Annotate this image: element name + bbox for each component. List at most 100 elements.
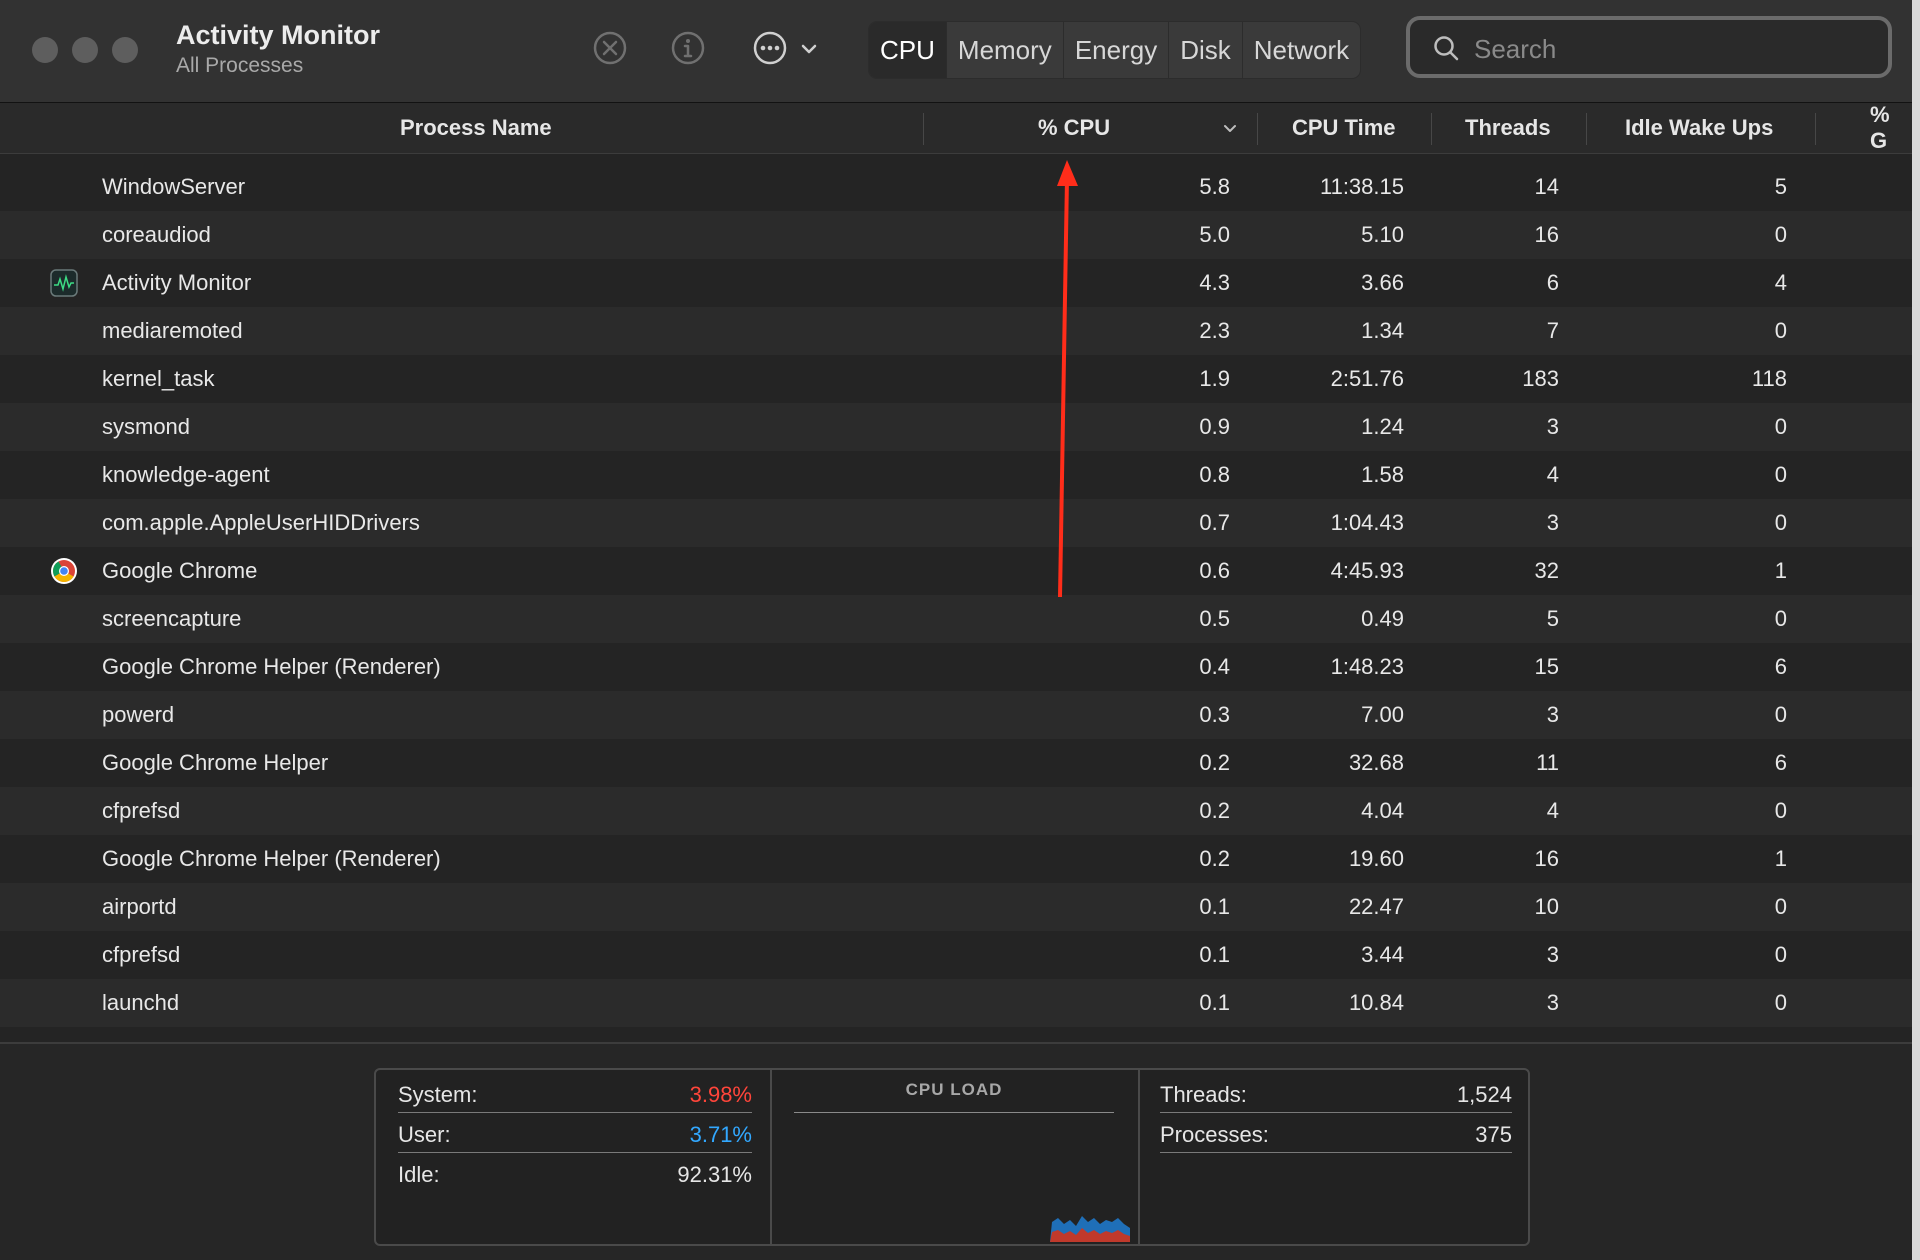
table-row[interactable]: cfprefsd 0.1 3.44 3 0 (0, 931, 1912, 979)
table-row[interactable]: Google Chrome Helper 0.2 32.68 11 6 (0, 739, 1912, 787)
cpu-time: 1:48.23 (1330, 654, 1404, 679)
column-separator[interactable] (923, 113, 924, 145)
cpu-time: 3.44 (1361, 942, 1404, 967)
column-separator[interactable] (1815, 113, 1816, 145)
table-row[interactable]: launchd 0.1 10.84 3 0 (0, 979, 1912, 1027)
cpu-time: 1.34 (1361, 318, 1404, 343)
thread-count: 15 (1534, 654, 1559, 679)
cpu-percent: 0.8 (1199, 462, 1230, 487)
table-row[interactable]: coreaudiod 5.0 5.10 16 0 (0, 211, 1912, 259)
threads-stat: Threads: 1,524 (1160, 1074, 1512, 1113)
column-separator[interactable] (1257, 113, 1258, 145)
tab-cpu[interactable]: CPU (869, 22, 947, 78)
column-header-cpu[interactable]: % CPU (1038, 115, 1111, 140)
table-row[interactable]: Google Chrome Helper (Renderer) 0.4 1:48.2… (0, 643, 1912, 691)
idle-wake-ups: 0 (1774, 510, 1787, 535)
column-header-threads[interactable]: Threads (1465, 115, 1551, 140)
cpu-percent: 1.9 (1199, 366, 1230, 391)
cpu-summary-panel: System: 3.98% User: 3.71% Idle: 92.31% C… (374, 1068, 1530, 1246)
search-input[interactable] (1472, 28, 1876, 70)
window-subtitle: All Processes (176, 54, 304, 77)
cpu-time: 10.84 (1348, 990, 1404, 1015)
zoom-window-button[interactable] (112, 37, 138, 63)
table-row[interactable]: kernel_task 1.9 2:51.76 183 118 (0, 355, 1912, 403)
column-header-gpu[interactable]: % G (1870, 102, 1890, 153)
column-header-row: Process Name % CPU CPU Time Threads Idle… (0, 102, 1912, 154)
tab-disk[interactable]: Disk (1169, 22, 1243, 78)
info-button[interactable] (670, 30, 706, 66)
process-name: Google Chrome Helper (Renderer) (102, 846, 441, 871)
thread-count: 183 (1522, 366, 1559, 391)
thread-count: 11 (1536, 750, 1559, 775)
cpu-time: 4:45.93 (1330, 558, 1404, 583)
cpu-percent: 0.3 (1199, 702, 1230, 727)
table-row[interactable]: Activity Monitor 4.3 3.66 6 4 (0, 259, 1912, 307)
cpu-time: 22.47 (1348, 894, 1404, 919)
table-row[interactable]: mediaremoted 2.3 1.34 7 0 (0, 307, 1912, 355)
table-row[interactable]: powerd 0.3 7.00 3 0 (0, 691, 1912, 739)
sort-descending-icon[interactable] (1222, 121, 1238, 137)
table-row[interactable]: com.apple.AppleUserHIDDrivers 0.7 1:04.43 3… (0, 499, 1912, 547)
tab-memory[interactable]: Memory (947, 22, 1064, 78)
column-header-idle-wake-ups[interactable]: Idle Wake Ups (1625, 115, 1774, 140)
process-name: Google Chrome Helper (102, 750, 329, 775)
table-row[interactable]: screencapture 0.5 0.49 5 0 (0, 595, 1912, 643)
cpu-time: 4.04 (1361, 798, 1404, 823)
process-name: screencapture (102, 606, 242, 631)
ellipsis-circle-icon (753, 31, 787, 65)
idle-wake-ups: 0 (1774, 942, 1787, 967)
column-header-cpu-time[interactable]: CPU Time (1292, 115, 1396, 140)
column-separator[interactable] (1586, 113, 1587, 145)
cpu-percent: 0.1 (1199, 990, 1230, 1015)
process-name: sysmond (102, 414, 191, 439)
thread-count: 3 (1546, 510, 1559, 535)
process-name: mediaremoted (102, 318, 243, 343)
cpu-percent: 2.3 (1199, 318, 1230, 343)
idle-wake-ups: 0 (1774, 462, 1787, 487)
table-row[interactable]: airportd 0.1 22.47 10 0 (0, 883, 1912, 931)
minimize-window-button[interactable] (72, 37, 98, 63)
thread-count: 14 (1534, 174, 1559, 199)
column-separator[interactable] (1431, 113, 1432, 145)
idle-stat: Idle: 92.31% (398, 1154, 752, 1192)
thread-count: 16 (1534, 846, 1559, 871)
view-tabs: CPU Memory Energy Disk Network (868, 21, 1362, 79)
process-name: airportd (102, 894, 177, 919)
thread-count: 10 (1534, 894, 1559, 919)
user-value: 3.71% (689, 1122, 752, 1147)
table-row[interactable]: knowledge-agent 0.8 1.58 4 0 (0, 451, 1912, 499)
table-row[interactable]: cfprefsd 0.2 4.04 4 0 (0, 787, 1912, 835)
chevron-down-icon[interactable] (798, 38, 820, 60)
window-title: Activity Monitor (176, 20, 381, 50)
tab-energy[interactable]: Energy (1064, 22, 1170, 78)
window-edge (1912, 0, 1920, 1260)
cpu-time: 19.60 (1348, 846, 1404, 871)
cpu-load-title: CPU LOAD (905, 1080, 1003, 1099)
table-row[interactable]: sysmond 0.9 1.24 3 0 (0, 403, 1912, 451)
close-window-button[interactable] (32, 37, 58, 63)
process-name: kernel_task (102, 366, 215, 391)
system-value: 3.98% (689, 1082, 752, 1107)
cpu-percent: 0.2 (1199, 798, 1230, 823)
search-field[interactable] (1406, 16, 1892, 78)
processes-label: Processes: (1160, 1122, 1269, 1147)
idle-wake-ups: 0 (1774, 222, 1787, 247)
process-name: Activity Monitor (102, 270, 252, 295)
user-stat: User: 3.71% (398, 1114, 752, 1153)
thread-count: 6 (1546, 270, 1559, 295)
search-icon (1434, 36, 1459, 61)
stop-process-button[interactable] (592, 30, 628, 66)
thread-count: 3 (1546, 942, 1559, 967)
more-actions-button[interactable] (752, 30, 788, 66)
table-row[interactable]: Google Chrome 0.6 4:45.93 32 1 (0, 547, 1912, 595)
processes-stat: Processes: 375 (1160, 1114, 1512, 1153)
column-header-process-name[interactable]: Process Name (400, 115, 552, 140)
panel-divider (1138, 1070, 1140, 1244)
table-row[interactable]: Google Chrome Helper (Renderer) 0.2 19.60 1… (0, 835, 1912, 883)
cpu-time: 2:51.76 (1330, 366, 1404, 391)
tab-network[interactable]: Network (1253, 34, 1350, 65)
activity-monitor-icon (50, 269, 78, 297)
process-name: knowledge-agent (102, 462, 270, 487)
table-row[interactable]: WindowServer 5.8 11:38.15 14 5 (0, 163, 1912, 211)
